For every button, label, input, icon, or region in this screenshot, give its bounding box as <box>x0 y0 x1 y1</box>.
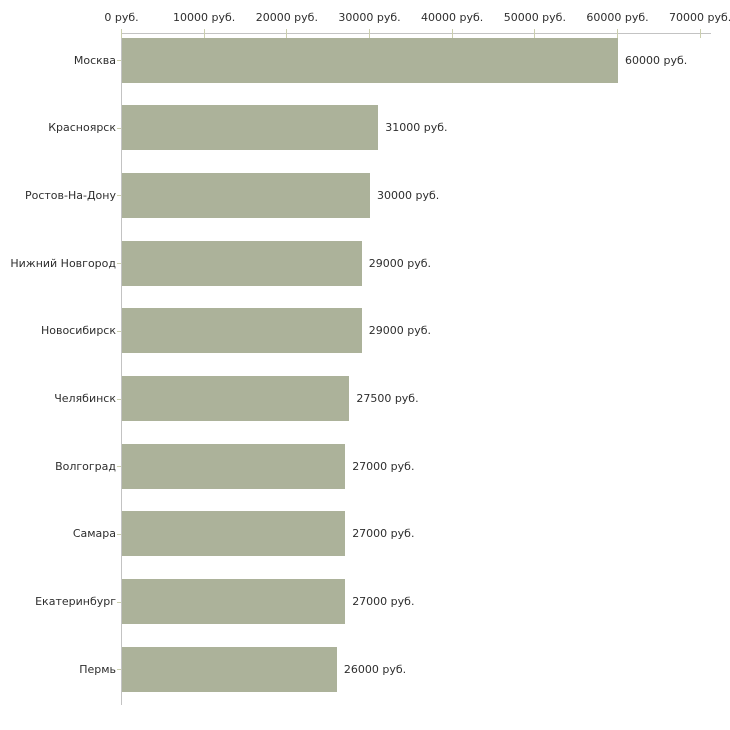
category-label: Нижний Новгород <box>10 257 116 270</box>
y-tick-mark <box>117 60 121 61</box>
x-tick-label: 20000 руб. <box>255 11 318 24</box>
bar <box>122 443 346 489</box>
x-tick-label: 60000 руб. <box>586 11 649 24</box>
x-tick-label: 0 руб. <box>104 11 139 24</box>
y-tick-mark <box>117 128 121 129</box>
category-label: Самара <box>72 527 116 540</box>
value-label: 29000 руб. <box>368 257 431 270</box>
y-tick-mark <box>117 602 121 603</box>
category-label: Новосибирск <box>40 324 116 337</box>
x-tick-mark <box>286 29 288 38</box>
bar <box>122 172 370 218</box>
category-label: Пермь <box>79 663 116 676</box>
x-tick-mark <box>617 29 618 38</box>
x-tick-mark <box>534 29 536 38</box>
x-tick-mark <box>121 29 122 38</box>
bar <box>122 240 362 286</box>
bar <box>122 376 350 421</box>
category-label: Москва <box>73 54 116 67</box>
y-tick-mark <box>117 534 121 535</box>
value-label: 29000 руб. <box>368 324 431 337</box>
bar <box>122 308 362 354</box>
category-label: Волгоград <box>55 460 116 473</box>
value-label: 30000 руб. <box>377 189 440 202</box>
x-axis-line <box>121 33 711 34</box>
value-label: 27000 руб. <box>352 460 415 473</box>
value-label: 60000 руб. <box>625 54 688 67</box>
category-label: Екатеринбург <box>35 595 116 608</box>
value-label: 27000 руб. <box>352 595 415 608</box>
y-axis-line <box>121 33 122 705</box>
category-label: Красноярск <box>48 121 116 134</box>
y-tick-mark <box>117 669 121 670</box>
bar <box>122 579 346 625</box>
bar <box>122 105 379 151</box>
category-label: Ростов-На-Дону <box>24 189 116 202</box>
y-tick-mark <box>117 331 121 332</box>
x-tick-mark <box>699 29 701 38</box>
x-tick-label: 50000 руб. <box>503 11 566 24</box>
bar <box>122 511 346 557</box>
value-label: 31000 руб. <box>385 121 448 134</box>
y-tick-mark <box>117 466 121 467</box>
category-label: Челябинск <box>54 392 116 405</box>
value-label: 27000 руб. <box>352 527 415 540</box>
x-tick-label: 70000 руб. <box>669 11 730 24</box>
y-tick-mark <box>117 263 121 264</box>
x-tick-label: 40000 руб. <box>421 11 484 24</box>
x-tick-mark <box>369 29 370 38</box>
x-tick-label: 10000 руб. <box>173 11 236 24</box>
x-tick-mark <box>203 29 205 38</box>
bar <box>122 37 618 83</box>
y-tick-mark <box>117 399 121 400</box>
value-label: 27500 руб. <box>356 392 419 405</box>
x-tick-mark <box>451 29 453 38</box>
y-tick-mark <box>117 195 121 196</box>
x-tick-label: 30000 руб. <box>338 11 401 24</box>
value-label: 26000 руб. <box>343 663 407 676</box>
bar <box>122 646 337 692</box>
